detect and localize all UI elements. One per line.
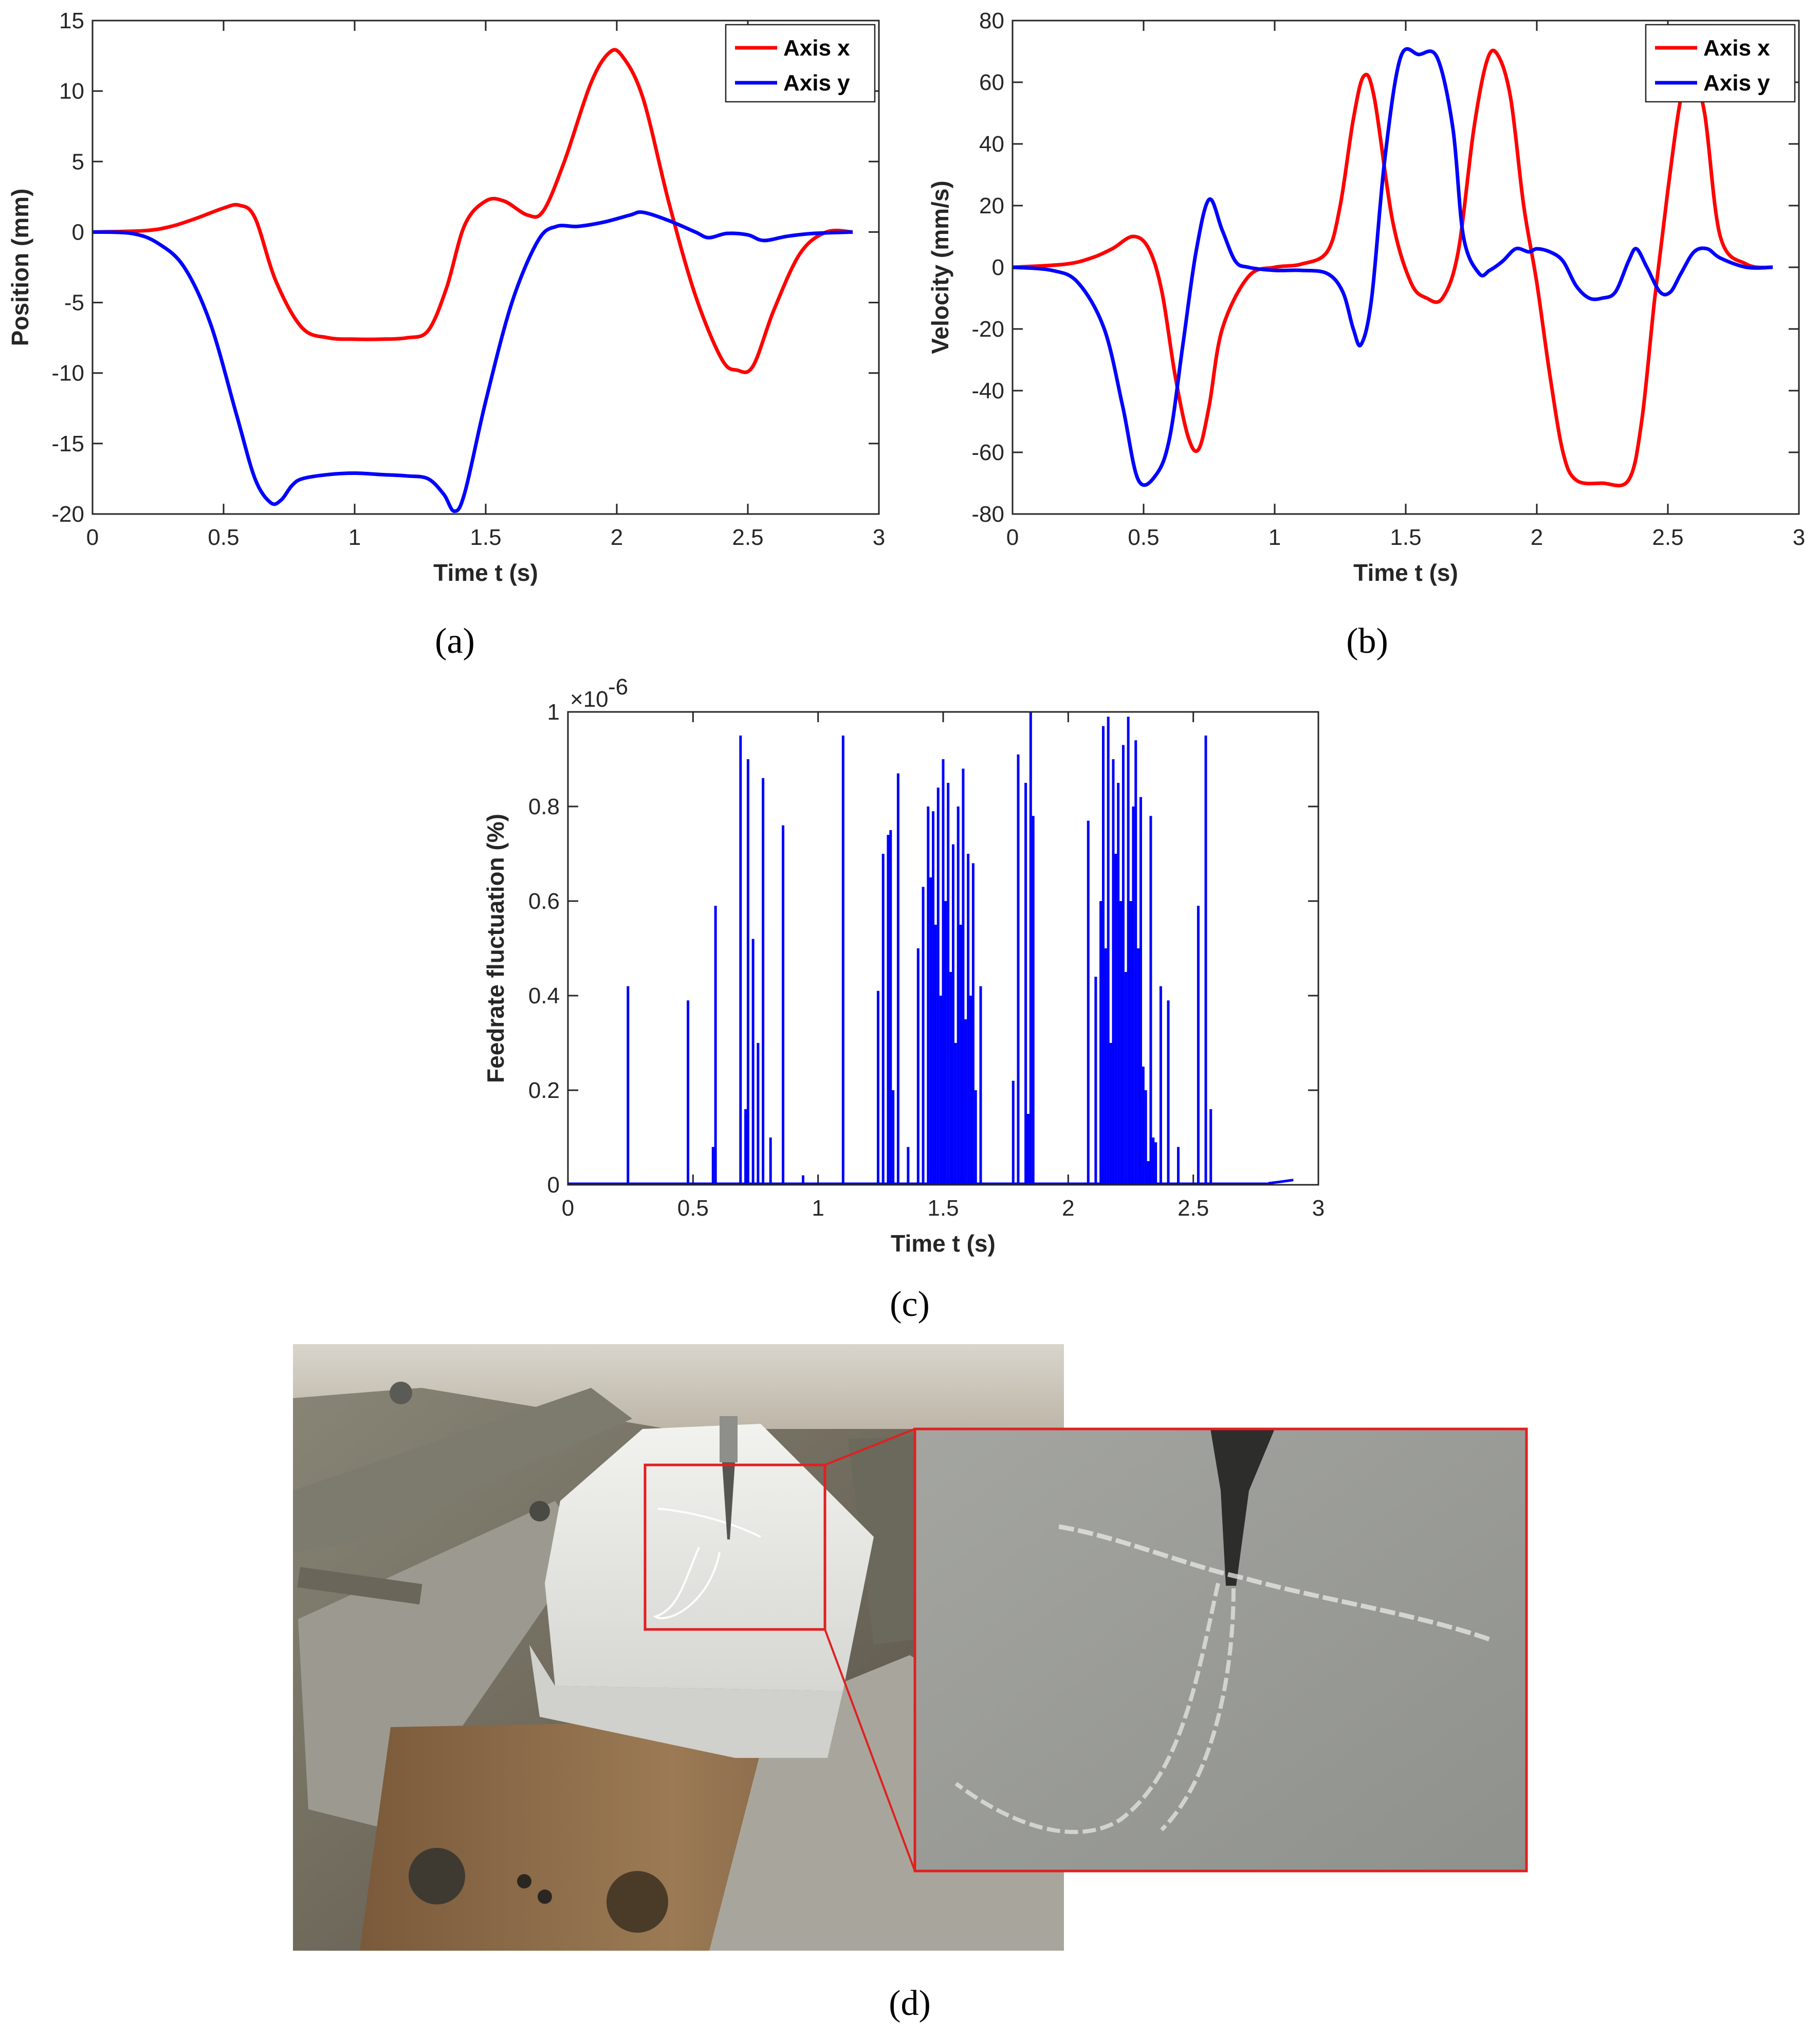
- y-tick-label: 0: [547, 1172, 560, 1198]
- x-tick-label: 0: [562, 1196, 574, 1221]
- y-axis-label: Position (mm): [7, 189, 33, 346]
- legend-label: Axis x: [1703, 35, 1770, 61]
- bolt: [517, 1874, 531, 1888]
- photo-top-wall: [293, 1344, 1064, 1429]
- chart-a: 0 0.5 1 1.5 2 2.5 3 -20 -15 -10 -5 0 5 10 15 Time t (s)…: [7, 8, 885, 586]
- x-tick-label: 2.5: [1652, 525, 1683, 550]
- x-axis-label: Time t (s): [891, 1230, 996, 1257]
- series-line-axis-y: [93, 210, 853, 513]
- panel-label-b: (b): [1346, 621, 1388, 661]
- legend-box: [725, 24, 876, 103]
- x-tick-label: 1: [1269, 525, 1281, 550]
- y-tick-label: 0.6: [528, 889, 560, 914]
- y-tick-label: -15: [51, 431, 84, 456]
- y-axis-multiplier: ×10: [570, 687, 609, 712]
- series-line-axis-x: [1013, 48, 1773, 488]
- y-tick-label: -80: [971, 502, 1004, 527]
- x-axis-label: Time t (s): [433, 559, 538, 586]
- x-tick-label: 1.5: [1390, 525, 1421, 550]
- axes-box: [91, 20, 880, 515]
- x-tick-label: 3: [1312, 1196, 1325, 1221]
- x-tick-label: 0: [1006, 525, 1019, 550]
- workpiece-top: [545, 1424, 874, 1691]
- y-axis-label: Feedrate fluctuation (%): [482, 814, 509, 1083]
- legend-label: Axis x: [783, 35, 850, 61]
- chart-c: 0 0.5 1 1.5 2 2.5 3 0 0.2 0.4 0.6 0.8 1 Time t (s) Fee…: [482, 674, 1325, 1257]
- x-tick-label: 3: [1793, 525, 1805, 550]
- y-tick-label: -10: [51, 361, 84, 386]
- series-line-axis-x: [93, 48, 853, 374]
- machining-photo: [293, 1344, 1528, 1951]
- vise-jaw-left: [298, 1501, 586, 1830]
- engraved-path: [653, 1508, 761, 1620]
- y-tick-label: 10: [59, 79, 84, 104]
- y-tick-label: 15: [59, 8, 84, 33]
- vise-rail-left: [293, 1388, 632, 1552]
- x-tick-label: 0.5: [208, 525, 239, 550]
- series-line-axis-y: [1013, 47, 1773, 487]
- y-tick-label: 60: [979, 70, 1004, 95]
- axes-box: [1012, 20, 1800, 515]
- zoom-region-box: [644, 1463, 826, 1631]
- y-tick-label: 0.4: [528, 983, 560, 1008]
- y-axis-label: Velocity (mm/s): [927, 180, 953, 354]
- x-tick-label: 2.5: [1178, 1196, 1209, 1221]
- panel-label-a: (a): [435, 621, 475, 661]
- x-tick-label: 2: [1531, 525, 1543, 550]
- legend-box: [1645, 24, 1796, 103]
- y-tick-label: 1: [547, 700, 560, 725]
- tool-tip: [722, 1462, 735, 1539]
- screw-head: [529, 1501, 550, 1521]
- inset-groove-horizontal: [1058, 1524, 1492, 1642]
- workpiece-side: [529, 1645, 843, 1758]
- zoom-connector-bottom: [824, 1629, 916, 1872]
- x-tick-label: 1.5: [927, 1196, 959, 1221]
- y-tick-label: -5: [64, 290, 84, 316]
- x-tick-label: 2: [611, 525, 623, 550]
- x-tick-label: 3: [873, 525, 885, 550]
- panel-label-d: (d): [889, 1984, 931, 2023]
- axes-box: [567, 711, 1319, 1186]
- legend-label: Axis y: [783, 70, 850, 96]
- y-tick-label: -40: [971, 378, 1004, 403]
- spindle: [720, 1416, 738, 1462]
- panel-label-c: (c): [890, 1285, 930, 1324]
- y-tick-label: 0: [992, 255, 1004, 280]
- x-tick-label: 2: [1062, 1196, 1074, 1221]
- bolt: [409, 1848, 465, 1904]
- zoom-inset-border: [913, 1427, 1528, 1873]
- y-axis-exponent: -6: [608, 674, 628, 700]
- y-tick-label: 5: [72, 149, 84, 174]
- bolt: [606, 1871, 668, 1933]
- inset-groove-curve: [954, 1583, 1236, 1834]
- y-tick-label: -60: [971, 440, 1004, 465]
- x-tick-label: 1: [348, 525, 361, 550]
- fluctuation-tail: [1268, 1179, 1294, 1185]
- zoom-inset: [915, 1429, 1527, 1871]
- x-tick-label: 1.5: [470, 525, 501, 550]
- x-tick-label: 0.5: [1128, 525, 1159, 550]
- x-tick-label: 0.5: [677, 1196, 709, 1221]
- threaded-rod: [297, 1567, 422, 1605]
- y-tick-label: 20: [979, 193, 1004, 218]
- y-tick-label: 0.8: [528, 794, 560, 819]
- x-tick-label: 1: [812, 1196, 824, 1221]
- y-tick-label: -20: [971, 317, 1004, 342]
- y-tick-label: 80: [979, 8, 1004, 33]
- y-tick-label: 40: [979, 132, 1004, 157]
- y-tick-label: 0.2: [528, 1078, 560, 1103]
- zoom-connector-top: [824, 1428, 915, 1466]
- y-tick-label: -20: [51, 502, 84, 527]
- chart-b: 0 0.5 1 1.5 2 2.5 3 -80 -60 -40 -20 0 20 40 60 80 Time t…: [927, 8, 1805, 586]
- x-tick-label: 2.5: [732, 525, 763, 550]
- x-tick-label: 0: [86, 525, 99, 550]
- x-axis-label: Time t (s): [1353, 559, 1458, 586]
- y-tick-label: 0: [72, 219, 84, 245]
- inset-tool: [1210, 1429, 1275, 1586]
- screw-head: [390, 1382, 412, 1404]
- bolt: [538, 1890, 552, 1904]
- legend-label: Axis y: [1703, 70, 1770, 96]
